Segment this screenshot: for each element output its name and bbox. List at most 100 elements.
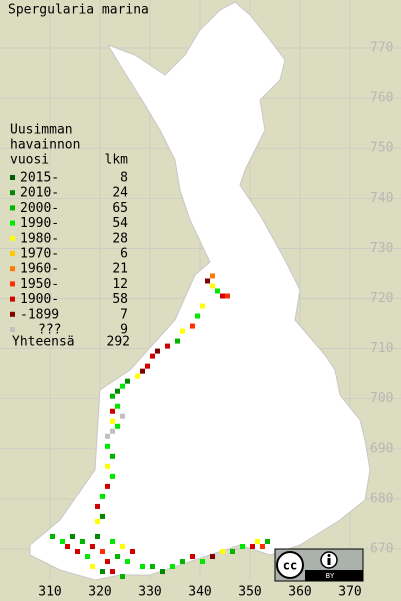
legend-count: 8 bbox=[120, 171, 128, 186]
occurrence-square bbox=[265, 538, 270, 544]
occurrence-square bbox=[140, 368, 145, 374]
legend-swatch bbox=[10, 251, 15, 256]
occurrence-square bbox=[110, 473, 115, 479]
occurrence-square bbox=[225, 293, 230, 299]
occurrence-square bbox=[160, 569, 165, 575]
occurrence-square bbox=[120, 383, 125, 389]
occurrence-square bbox=[110, 418, 115, 424]
occurrence-square bbox=[70, 533, 75, 539]
occurrence-square bbox=[190, 554, 195, 560]
x-tick-label: 350 bbox=[238, 585, 261, 600]
occurrence-square bbox=[100, 549, 105, 555]
y-tick-label: 770 bbox=[370, 41, 393, 56]
legend-count: 7 bbox=[120, 307, 128, 322]
legend-label: 1960- bbox=[20, 262, 59, 277]
occurrence-square bbox=[105, 483, 110, 489]
legend-count: 12 bbox=[112, 277, 128, 292]
legend-swatch bbox=[10, 175, 15, 180]
occurrence-square bbox=[130, 549, 135, 555]
x-tick-label: 360 bbox=[288, 585, 311, 600]
occurrence-square bbox=[150, 564, 155, 570]
occurrence-square bbox=[175, 338, 180, 344]
occurrence-square bbox=[120, 574, 125, 580]
legend-swatch bbox=[10, 281, 15, 287]
occurrence-square bbox=[100, 493, 105, 499]
occurrence-square bbox=[90, 544, 95, 549]
occurrence-square bbox=[110, 408, 115, 414]
total-label: Yhteensä bbox=[12, 335, 75, 350]
legend-label: 2015- bbox=[20, 171, 59, 186]
finland bbox=[29, 1, 371, 581]
occurrence-square bbox=[135, 373, 140, 379]
occurrence-square bbox=[95, 518, 100, 524]
legend-swatch bbox=[10, 296, 15, 302]
occurrence-square bbox=[250, 544, 255, 549]
x-tick-label: 310 bbox=[38, 585, 61, 600]
legend-count: 24 bbox=[112, 186, 128, 201]
occurrence-square bbox=[100, 569, 105, 575]
legend-swatch bbox=[10, 266, 15, 272]
legend-heading: vuosi bbox=[10, 153, 49, 168]
cc-text: cc bbox=[283, 559, 297, 573]
occurrence-square bbox=[230, 549, 235, 555]
occurrence-square bbox=[120, 544, 125, 549]
occurrence-square bbox=[210, 273, 215, 279]
occurrence-square bbox=[125, 378, 130, 384]
occurrence-square bbox=[95, 503, 100, 509]
occurrence-square bbox=[155, 348, 160, 354]
y-tick-label: 680 bbox=[370, 491, 393, 506]
occurrence-square bbox=[220, 549, 225, 555]
occurrence-square bbox=[240, 544, 245, 549]
occurrence-square bbox=[200, 559, 205, 565]
occurrence-square bbox=[105, 443, 110, 449]
occurrence-square bbox=[260, 544, 265, 549]
occurrence-square bbox=[145, 363, 150, 369]
occurrence-square bbox=[180, 559, 185, 565]
y-tick-label: 700 bbox=[370, 391, 393, 406]
legend-label: 2010- bbox=[20, 186, 59, 201]
occurrence-square bbox=[210, 554, 215, 560]
legend-label: -1899 bbox=[20, 307, 59, 322]
occurrence-square bbox=[80, 538, 85, 544]
legend-label: 1950- bbox=[20, 277, 59, 292]
legend-label: ??? bbox=[38, 323, 61, 338]
x-tick-label: 320 bbox=[88, 585, 111, 600]
occurrence-square bbox=[205, 278, 210, 284]
occurrence-square bbox=[255, 538, 260, 544]
occurrence-square bbox=[100, 513, 105, 519]
occurrence-square bbox=[180, 328, 185, 334]
total: 292 bbox=[107, 335, 130, 350]
occurrence-square bbox=[115, 403, 120, 409]
license-badge: cc BY bbox=[274, 548, 364, 582]
legend-swatch bbox=[10, 235, 15, 241]
legend-swatch bbox=[10, 311, 15, 317]
title: Spergularia marina bbox=[8, 3, 149, 18]
occurrence-square bbox=[220, 293, 225, 299]
legend-count-heading: lkm bbox=[105, 153, 129, 168]
occurrence-square bbox=[125, 559, 130, 565]
occurrence-square bbox=[90, 564, 95, 570]
occurrence-square bbox=[140, 564, 145, 570]
occurrence-square bbox=[60, 538, 65, 544]
occurrence-square bbox=[170, 564, 175, 570]
x-tick-label: 330 bbox=[138, 585, 161, 600]
x-tick-label: 370 bbox=[338, 585, 361, 600]
legend-count: 9 bbox=[120, 323, 128, 338]
occurrence-square bbox=[105, 559, 110, 565]
occurrence-square bbox=[105, 433, 110, 439]
legend-swatch bbox=[10, 205, 15, 211]
legend-swatch bbox=[10, 190, 15, 196]
occurrence-square bbox=[110, 569, 115, 575]
x-tick-label: 340 bbox=[188, 585, 211, 600]
by-text: BY bbox=[326, 572, 335, 580]
legend-count: 28 bbox=[112, 231, 128, 246]
y-tick-label: 730 bbox=[370, 241, 393, 256]
occurrence-square bbox=[210, 283, 215, 289]
occurrence-square bbox=[110, 453, 115, 459]
y-tick-label: 710 bbox=[370, 341, 393, 356]
occurrence-square bbox=[115, 388, 120, 394]
occurrence-square bbox=[75, 549, 80, 555]
legend-label: 1900- bbox=[20, 292, 59, 307]
occurrence-square bbox=[215, 288, 220, 294]
